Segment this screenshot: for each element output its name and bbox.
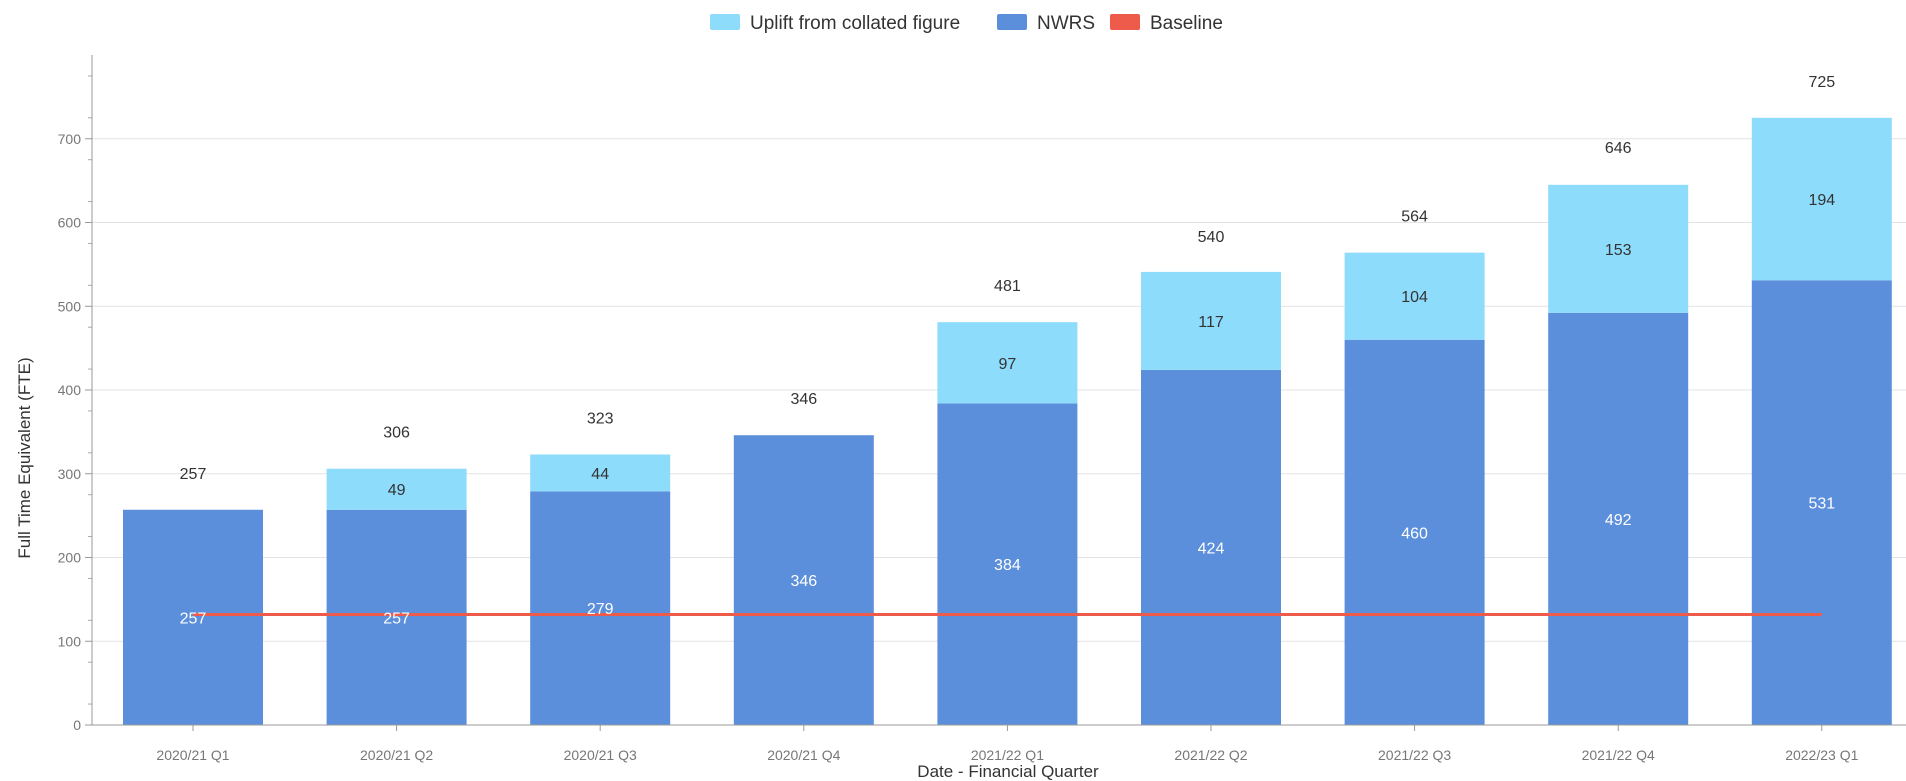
y-tick-label: 0 [73,717,81,733]
data-label-total: 725 [1808,74,1835,91]
bar-nwrs[interactable] [733,435,874,725]
x-tick-label: 2021/22 Q3 [1378,747,1451,763]
data-label-uplift: 49 [388,482,406,499]
y-tick-label: 300 [58,466,82,482]
x-tick-label: 2021/22 Q2 [1174,747,1247,763]
y-tick-label: 700 [58,131,82,147]
x-tick-label: 2021/22 Q4 [1582,747,1655,763]
bars [123,117,1892,725]
legend: Uplift from collated figure NWRS Baselin… [710,13,1223,34]
bar-nwrs[interactable] [123,509,263,725]
bar-uplift[interactable] [326,468,467,510]
bar-uplift[interactable] [1751,117,1892,281]
data-label-total: 346 [790,391,817,408]
bar-nwrs[interactable] [1548,312,1689,725]
bar-nwrs[interactable] [937,403,1078,725]
x-tick-label: 2021/22 Q1 [971,747,1044,763]
data-label-uplift: 117 [1198,314,1224,331]
bar-uplift[interactable] [1141,271,1281,370]
y-tick-label: 500 [58,298,82,314]
legend-item-uplift[interactable]: Uplift from collated figure [710,13,960,34]
legend-item-nwrs[interactable]: NWRS [997,13,1095,34]
data-label-total: 323 [587,410,614,427]
data-label-uplift: 44 [591,466,609,483]
data-label-nwrs: 346 [790,573,817,590]
axes: 0 100 200 300 400 500 600 700 2020/21 Q1 2020/21 … [58,55,1906,763]
bar-uplift[interactable] [530,454,671,492]
data-label-total: 540 [1198,229,1225,246]
data-label-nwrs: 384 [994,557,1021,574]
data-label-uplift: 153 [1605,242,1632,259]
data-label-total: 306 [383,425,410,442]
data-label-uplift: 104 [1401,289,1428,306]
bar-nwrs[interactable] [1344,339,1485,725]
x-tick-label: 2020/21 Q2 [360,747,433,763]
data-label-nwrs: 257 [383,610,410,627]
bar-nwrs[interactable] [530,491,671,725]
data-label-total: 646 [1605,140,1632,157]
y-tick-label: 600 [58,215,82,231]
data-label-nwrs: 424 [1198,540,1225,557]
y-tick-label: 400 [58,382,82,398]
legend-label-nwrs: NWRS [1037,13,1095,34]
legend-label-uplift: Uplift from collated figure [750,13,960,34]
y-tick-label: 200 [58,550,82,566]
y-axis-title: Full Time Equivalent (FTE) [15,357,34,558]
x-tick-label: 2022/23 Q1 [1785,747,1858,763]
bar-nwrs[interactable] [1751,280,1892,725]
data-label-nwrs: 257 [180,610,207,627]
y-tick-label: 100 [58,633,82,649]
data-label-uplift: 194 [1808,192,1835,209]
x-tick-label: 2020/21 Q4 [767,747,840,763]
data-label-nwrs: 279 [587,601,614,618]
bar-nwrs[interactable] [1141,369,1281,725]
bar-nwrs[interactable] [326,509,467,725]
data-label-uplift: 97 [999,356,1017,373]
legend-item-baseline[interactable]: Baseline [1110,13,1223,34]
data-label-total: 257 [180,466,207,483]
bar-uplift[interactable] [937,322,1078,404]
x-tick-label: 2020/21 Q1 [156,747,229,763]
legend-label-baseline: Baseline [1150,13,1223,34]
x-axis-title: Date - Financial Quarter [917,762,1099,781]
legend-swatch-uplift [710,14,740,30]
legend-swatch-baseline [1110,14,1140,30]
data-label-nwrs: 492 [1605,512,1632,529]
legend-swatch-nwrs [997,14,1027,30]
data-labels: 257 257 49 257 306 44 279 323 346 346 97 384 481 117 4… [180,74,1836,628]
x-tick-label: 2020/21 Q3 [564,747,637,763]
data-label-nwrs: 460 [1401,525,1428,542]
bar-uplift[interactable] [1344,252,1485,340]
data-label-nwrs: 531 [1808,496,1835,513]
data-label-total: 564 [1401,209,1428,226]
data-label-total: 481 [994,278,1021,295]
bar-uplift[interactable] [1548,184,1689,313]
